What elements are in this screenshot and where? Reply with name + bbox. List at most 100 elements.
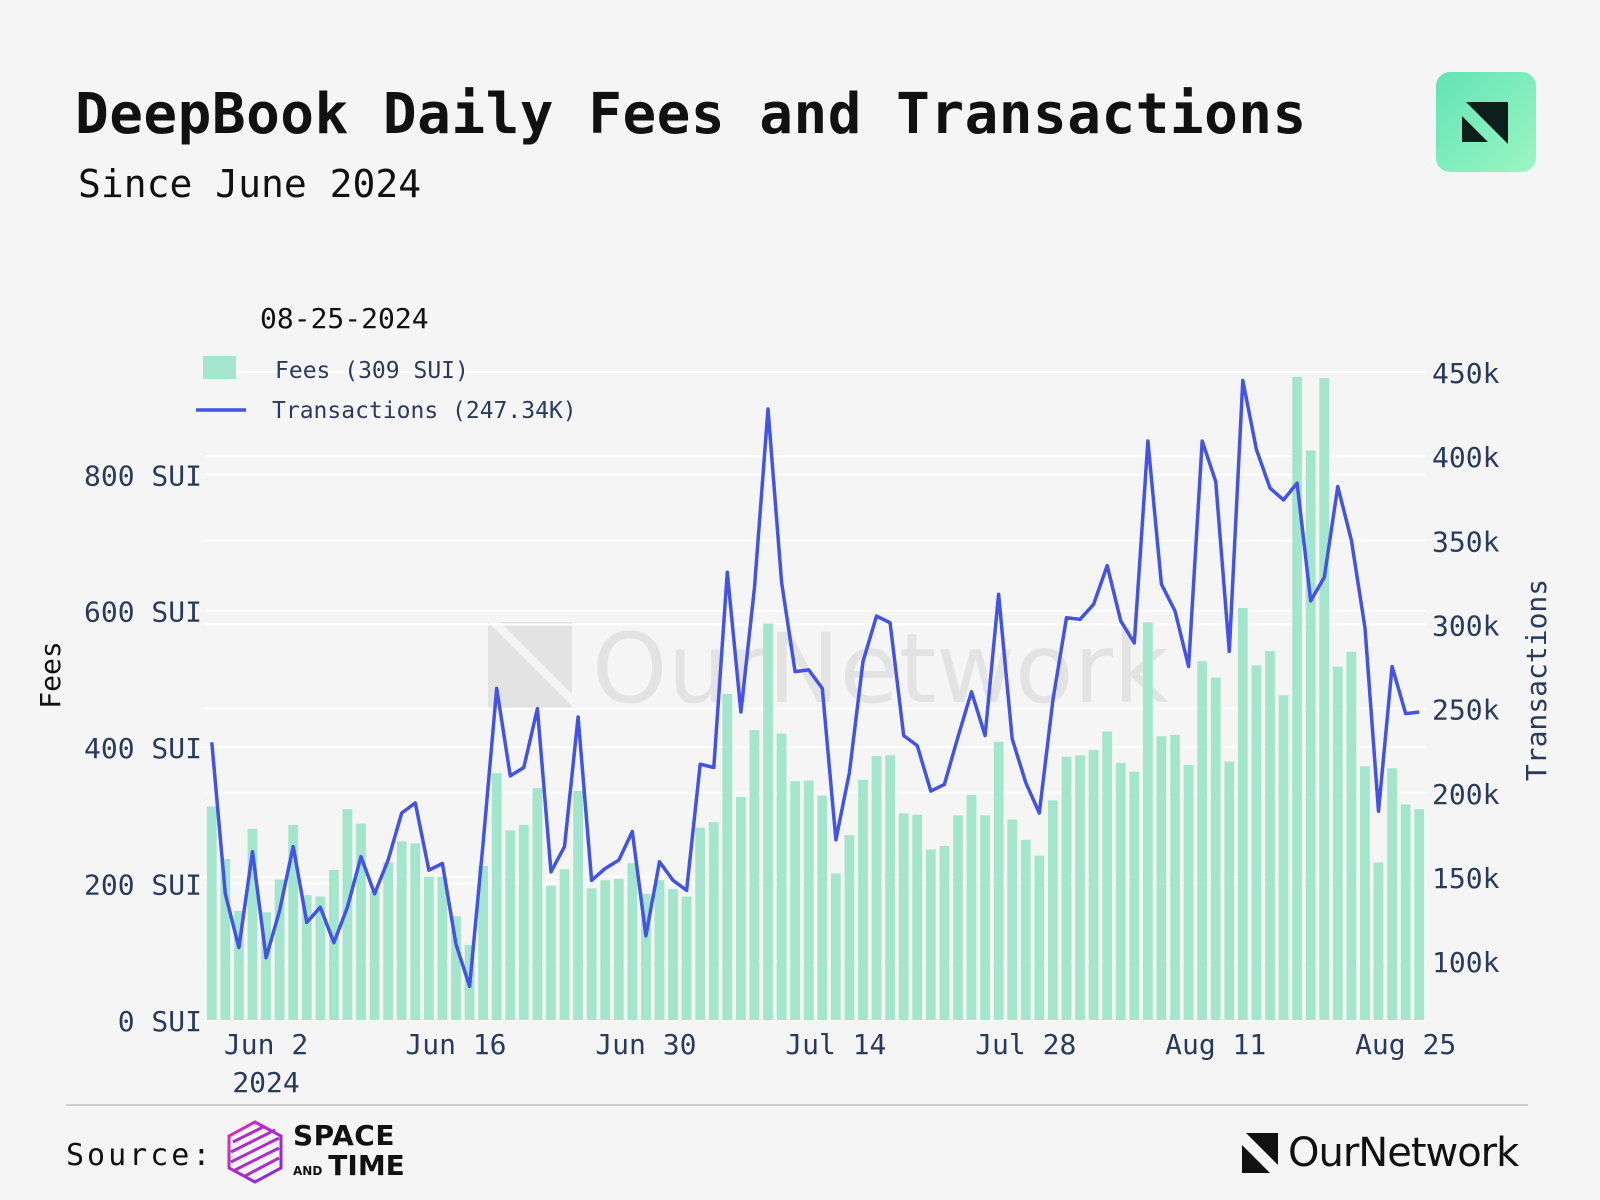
fees-bar-8: [315, 896, 326, 1020]
fees-bar-31: [627, 863, 638, 1020]
fees-bar-65: [1088, 749, 1099, 1020]
fees-bar-16: [423, 876, 434, 1020]
x-year-label: 2024: [232, 1066, 299, 1099]
fees-bar-39: [735, 796, 746, 1020]
fees-bar-68: [1129, 771, 1140, 1020]
fees-bar-74: [1210, 677, 1221, 1020]
fees-bar-77: [1251, 665, 1262, 1020]
fees-bar-60: [1020, 839, 1031, 1020]
fees-bar-32: [641, 893, 651, 1020]
x-tick-label-2: Jun 30: [595, 1028, 696, 1061]
y-left-tick-label-0: 0 SUI: [118, 1005, 202, 1038]
fees-bar-61: [1034, 855, 1045, 1020]
ournetwork-footer-mark-icon: [1242, 1133, 1278, 1173]
fees-bar-28: [586, 888, 597, 1020]
chart-subtitle: Since June 2024: [78, 162, 422, 206]
fees-bar-87: [1387, 768, 1397, 1020]
fees-bar-71: [1170, 734, 1180, 1020]
fees-bar-37: [708, 822, 719, 1020]
ournetwork-mark-icon: [1462, 102, 1508, 144]
fees-bar-78: [1265, 650, 1275, 1020]
fees-bar-12: [369, 891, 380, 1020]
watermark: OurNetwork: [488, 613, 1169, 725]
fees-bar-2: [234, 910, 244, 1020]
y-right-tick-label-0: 100k: [1432, 946, 1500, 979]
y-right-tick-label-4: 300k: [1432, 609, 1500, 642]
fees-bar-62: [1048, 800, 1058, 1020]
fees-bar-63: [1061, 756, 1072, 1020]
fees-bar-58: [993, 741, 1004, 1020]
y-left-tick-label-2: 400 SUI: [84, 732, 202, 765]
fees-bar-57: [980, 815, 990, 1020]
fees-bar-79: [1278, 695, 1289, 1020]
fees-bar-17: [437, 876, 448, 1020]
fees-bar-26: [559, 869, 570, 1020]
ournetwork-footer-text: OurNetwork: [1288, 1130, 1519, 1176]
fees-bar-43: [790, 781, 801, 1020]
fees-bar-55: [953, 815, 963, 1020]
ournetwork-footer-logo: OurNetwork: [1240, 1130, 1519, 1176]
fees-bar-72: [1183, 764, 1194, 1020]
fees-bar-41: [763, 623, 773, 1020]
fees-bar-25: [546, 885, 556, 1020]
fees-bar-5: [274, 879, 285, 1020]
y-axis-right-label: Transactions: [1520, 579, 1553, 781]
fees-bar-46: [830, 873, 841, 1020]
transactions-line-group: [210, 378, 1420, 989]
fees-bar-20: [478, 865, 489, 1020]
y-left-tick-label-3: 600 SUI: [84, 596, 202, 629]
x-tick-label-4: Jul 28: [975, 1028, 1076, 1061]
fees-bar-50: [885, 755, 896, 1020]
fees-bar-4: [261, 912, 271, 1020]
fees-bar-23: [518, 824, 529, 1020]
sat-word-and: AND: [293, 1164, 323, 1178]
fees-bar-52: [912, 814, 923, 1020]
y-right-tick-label-5: 350k: [1432, 525, 1500, 558]
fees-bar-48: [858, 779, 868, 1020]
space-and-time-logo-icon: [227, 1120, 283, 1184]
fees-bar-75: [1224, 761, 1235, 1020]
fees-bar-44: [803, 780, 814, 1020]
chart-title: DeepBook Daily Fees and Transactions: [75, 82, 1307, 147]
fees-bar-53: [925, 849, 936, 1020]
fees-bar-76: [1237, 608, 1248, 1020]
fees-bar-0: [206, 806, 217, 1020]
fees-bar-69: [1142, 622, 1153, 1020]
watermark-text: OurNetwork: [592, 613, 1169, 725]
y-right-tick-label-3: 250k: [1432, 694, 1500, 727]
fees-bar-38: [722, 693, 733, 1020]
fees-bar-13: [383, 862, 394, 1020]
y-left-tick-label-4: 800 SUI: [84, 459, 202, 492]
fees-bar-84: [1346, 651, 1357, 1020]
x-tick-label-3: Jul 14: [785, 1028, 886, 1061]
fees-bar-56: [966, 794, 977, 1020]
sat-word-space: SPACE: [293, 1119, 395, 1152]
legend-fees-swatch: [203, 356, 236, 379]
y-right-tick-label-2: 200k: [1432, 778, 1500, 811]
fees-bar-64: [1075, 755, 1085, 1020]
fees-bars: [206, 376, 1425, 1021]
fees-bar-7: [301, 895, 312, 1020]
fees-bar-67: [1115, 762, 1126, 1020]
fees-bar-33: [654, 880, 665, 1020]
y-right-tick-label-6: 400k: [1432, 441, 1500, 474]
sat-word-time: TIME: [328, 1149, 405, 1182]
y-axis-left-label: Fees: [34, 641, 67, 708]
legend-fees-label: Fees (309 SUI): [275, 358, 469, 384]
fees-bar-73: [1197, 661, 1208, 1020]
fees-bar-21: [491, 773, 502, 1020]
fees-bar-82: [1319, 378, 1330, 1021]
y-left-tick-label-1: 200 SUI: [84, 869, 202, 902]
chart-area: OurNetwork 0 SUI 200 SUI 400 SUI 600 SUI 800…: [34, 302, 1553, 1099]
fees-bar-70: [1156, 736, 1167, 1020]
fees-bar-47: [844, 835, 855, 1020]
fees-bar-35: [681, 896, 692, 1020]
x-tick-label-6: Aug 25: [1355, 1028, 1456, 1061]
fees-bar-40: [749, 730, 760, 1020]
fees-bar-15: [410, 843, 421, 1020]
fees-bar-6: [288, 824, 299, 1020]
fees-bar-88: [1400, 804, 1411, 1020]
x-tick-label-0: Jun 2: [224, 1028, 308, 1061]
transactions-line: [210, 378, 1420, 989]
fees-bar-59: [1007, 819, 1018, 1020]
